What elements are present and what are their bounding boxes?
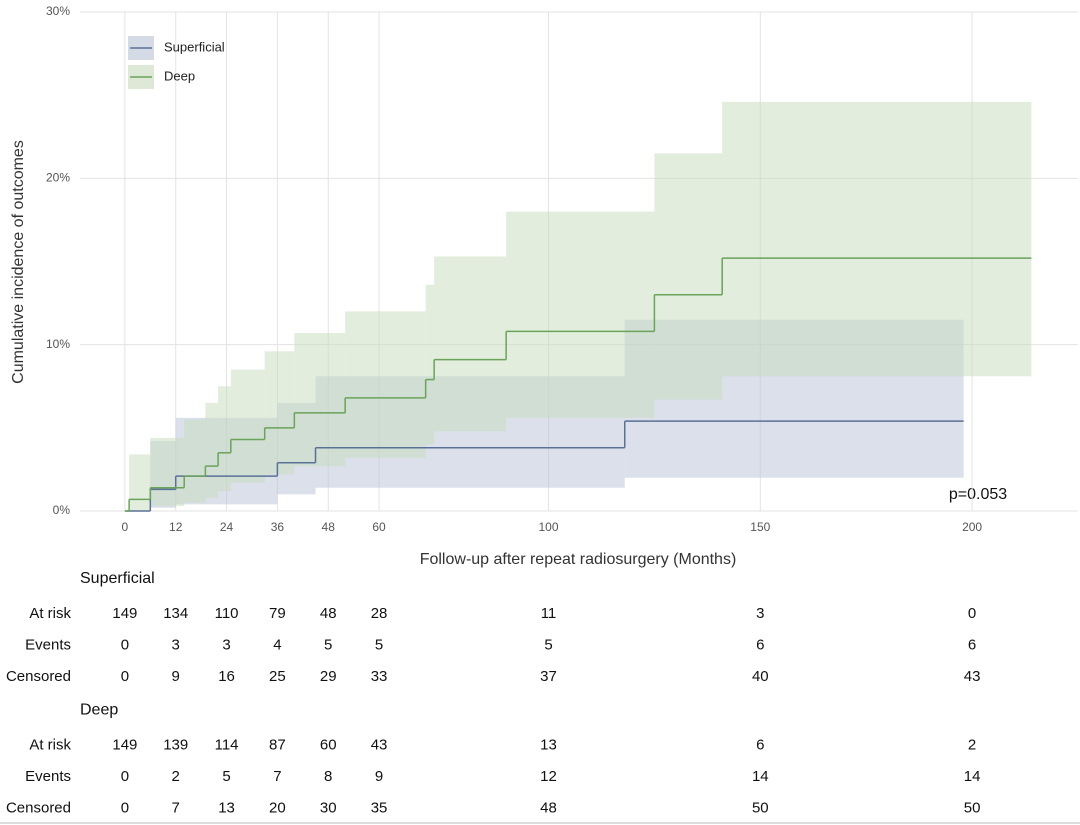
table-cell: 5 [375,636,383,653]
table-cell: 33 [371,668,388,685]
table-cell: 9 [375,768,383,785]
table-cell: 35 [371,799,388,816]
table-cell: 40 [752,668,769,685]
table-cell: 9 [172,668,180,685]
table-cell: 37 [540,668,557,685]
table-cell: 50 [752,799,769,816]
table-cell: 13 [218,799,235,816]
table-row-label: Events [25,768,71,785]
table-cell: 87 [269,736,286,753]
x-tick-label: 60 [372,520,386,534]
y-tick-label: 10% [46,337,70,351]
table-cell: 16 [218,668,235,685]
table-cell: 0 [968,605,976,622]
table-cell: 8 [324,768,332,785]
table-cell: 50 [964,799,981,816]
table-cell: 12 [540,768,557,785]
table-cell: 149 [112,605,137,622]
x-axis-label: Follow-up after repeat radiosurgery (Mon… [420,551,737,568]
confidence-band [218,386,231,492]
table-group-title: Deep [80,702,118,719]
confidence-band [294,333,346,467]
table-cell: 3 [756,605,764,622]
x-tick-label: 12 [169,520,183,534]
table-cell: 134 [163,605,188,622]
confidence-band [506,211,655,418]
table-row-label: At risk [29,736,71,753]
y-tick-label: 0% [53,503,71,517]
table-cell: 13 [540,736,557,753]
table-cell: 5 [222,768,230,785]
table-cell: 2 [172,768,180,785]
table-cell: 48 [320,605,337,622]
table-cell: 6 [968,636,976,653]
table-cell: 7 [172,799,180,816]
confidence-band [150,437,185,507]
table-cell: 6 [756,636,764,653]
y-tick-label: 30% [46,4,70,18]
table-cell: 25 [269,668,286,685]
y-tick-label: 20% [46,171,70,185]
x-tick-label: 48 [322,520,336,534]
table-cell: 0 [121,768,129,785]
y-axis-label: Cumulative incidence of outcomes [10,140,27,384]
table-row-label: Censored [6,799,71,816]
confidence-band [264,351,295,475]
x-tick-label: 150 [750,520,770,534]
table-row-label: At risk [29,605,71,622]
table-cell: 43 [964,668,981,685]
table-cell: 5 [324,636,332,653]
table-cell: 43 [371,736,388,753]
table-row-label: Events [25,636,71,653]
x-tick-label: 0 [122,520,129,534]
confidence-band [654,153,723,400]
table-cell: 0 [121,799,129,816]
table-cell: 110 [215,605,239,622]
confidence-band [129,454,151,511]
table-cell: 0 [121,636,129,653]
table-cell: 0 [121,668,129,685]
table-cell: 60 [320,736,337,753]
table-cell: 48 [540,799,557,816]
confidence-band [230,369,265,483]
table-row-label: Censored [6,668,71,685]
legend-label: Superficial [164,39,225,54]
table-cell: 30 [320,799,337,816]
table-cell: 29 [320,668,337,685]
table-cell: 4 [273,636,281,653]
confidence-band [205,402,219,498]
table-cell: 114 [215,736,239,753]
confidence-band [434,256,507,432]
x-tick-label: 36 [271,520,285,534]
x-tick-label: 100 [538,520,558,534]
table-cell: 5 [544,636,552,653]
table-cell: 3 [172,636,180,653]
table-cell: 3 [222,636,230,653]
table-group-title: Superficial [80,570,155,587]
x-tick-label: 24 [220,520,234,534]
table-cell: 6 [756,736,764,753]
table-cell: 11 [541,605,557,622]
legend-label: Deep [164,68,195,83]
confidence-band [345,311,426,458]
table-cell: 2 [968,736,976,753]
table-cell: 79 [269,605,286,622]
table-cell: 14 [752,768,769,785]
p-value: p=0.053 [949,486,1007,503]
x-tick-label: 200 [962,520,982,534]
table-cell: 14 [964,768,981,785]
table-cell: 20 [269,799,286,816]
confidence-band [184,419,206,503]
table-cell: 28 [371,605,388,622]
table-cell: 139 [163,736,188,753]
table-cell: 7 [273,768,281,785]
table-cell: 149 [112,736,137,753]
confidence-band [425,284,435,445]
confidence-band [722,101,1032,377]
